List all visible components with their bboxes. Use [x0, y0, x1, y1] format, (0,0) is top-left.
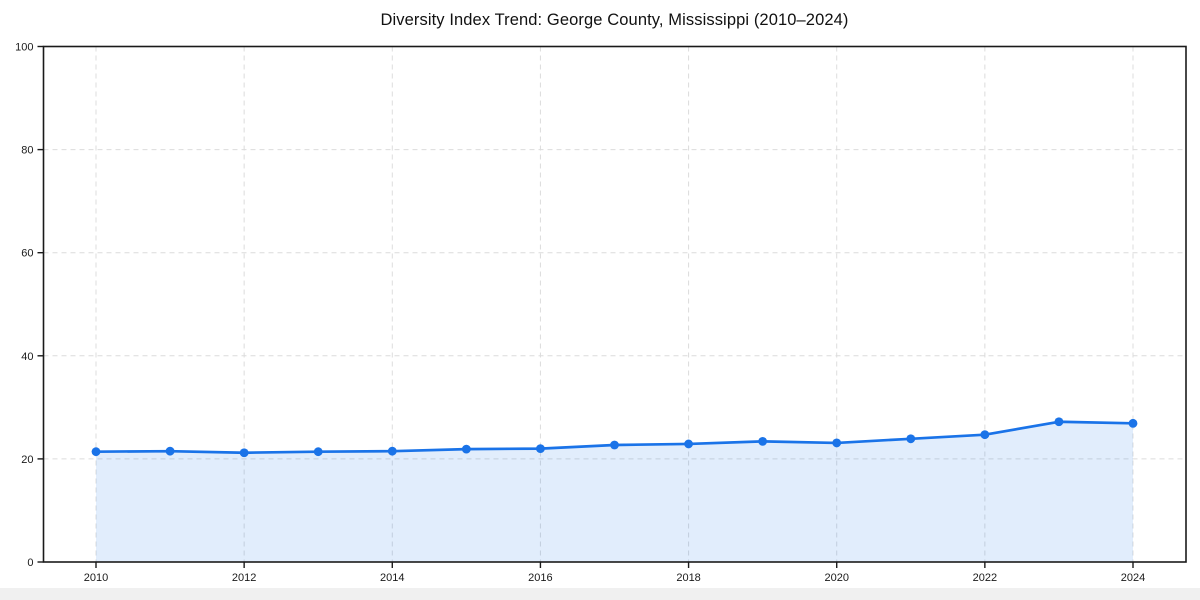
data-point-2023	[1054, 417, 1064, 427]
data-point-2024	[1128, 418, 1138, 428]
data-point-2010	[91, 447, 101, 457]
y-tick-label-0: 0	[27, 557, 33, 569]
plot-border	[42, 45, 1187, 563]
x-tick-label-2014: 2014	[380, 572, 404, 584]
chart-title: Diversity Index Trend: George County, Mi…	[380, 11, 849, 29]
data-point-2015	[461, 444, 471, 454]
x-tick-label-2024: 2024	[1121, 572, 1145, 584]
bottom-strip	[0, 588, 1200, 600]
x-tick-label-2010: 2010	[84, 572, 108, 584]
data-point-2013	[313, 447, 323, 457]
y-tick-label-20: 20	[21, 454, 33, 466]
data-point-2020	[832, 438, 842, 448]
x-tick-label-2018: 2018	[676, 572, 700, 584]
x-tick-label-2012: 2012	[232, 572, 256, 584]
x-tick-label-2020: 2020	[824, 572, 848, 584]
y-tick-label-40: 40	[21, 351, 33, 363]
plot-background	[43, 46, 1186, 562]
data-point-2021	[906, 434, 916, 444]
x-tick-label-2016: 2016	[528, 572, 552, 584]
data-point-2011	[165, 446, 175, 456]
data-point-2017	[610, 440, 619, 450]
data-point-2018	[684, 439, 693, 449]
data-point-2014	[387, 446, 397, 456]
x-tick-label-2022: 2022	[973, 572, 997, 584]
y-tick-label-100: 100	[15, 42, 33, 54]
area-fill	[96, 421, 1133, 562]
data-point-2022	[980, 430, 990, 440]
data-point-2016	[536, 444, 545, 453]
y-tick-label-80: 80	[21, 145, 33, 157]
data-point-2019	[758, 436, 768, 446]
y-tick-label-60: 60	[21, 248, 33, 260]
data-point-2012	[239, 448, 249, 458]
